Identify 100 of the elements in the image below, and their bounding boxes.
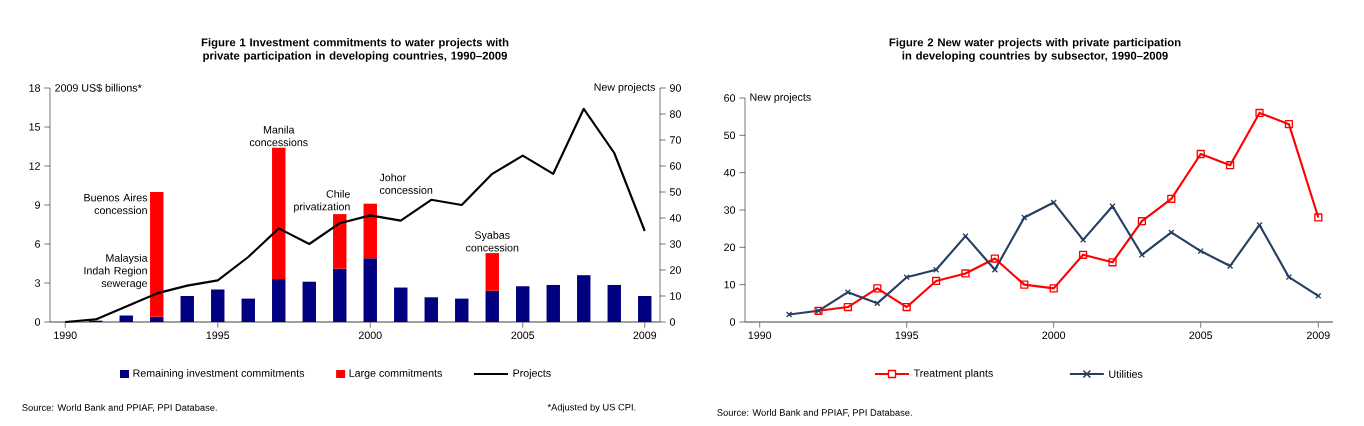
y-tick-label: 12 xyxy=(29,162,40,170)
point xyxy=(931,276,941,286)
bar xyxy=(516,286,530,322)
legend-label: Treatment plants xyxy=(913,369,993,379)
bar xyxy=(455,298,469,322)
bar xyxy=(546,284,560,322)
point xyxy=(1226,262,1234,270)
bar xyxy=(333,214,347,269)
point xyxy=(903,274,910,281)
point xyxy=(1020,280,1029,289)
source-note: Source: World Bank and PPIAF, PPI Database. xyxy=(22,404,217,412)
point xyxy=(1137,217,1147,226)
bar xyxy=(272,147,286,280)
bar xyxy=(180,296,194,322)
y-tick-label: 50 xyxy=(724,131,736,140)
x-tick-label: 1995 xyxy=(895,331,919,340)
point xyxy=(1314,213,1323,222)
annotation: Chile privatization xyxy=(294,189,350,213)
y-tick-label: 9 xyxy=(35,201,40,209)
bar xyxy=(119,315,133,322)
point xyxy=(991,266,999,273)
point xyxy=(1167,194,1176,203)
bar xyxy=(150,192,164,317)
bar xyxy=(211,289,225,322)
bar xyxy=(241,298,255,322)
y2-tick-label: 0 xyxy=(669,318,676,326)
y-axis-title: 2009 US$ billions* xyxy=(55,83,142,93)
bar xyxy=(272,279,286,322)
x-tick-label: 1995 xyxy=(206,331,230,340)
point xyxy=(1284,120,1294,129)
point xyxy=(785,311,793,318)
y-tick-label: 10 xyxy=(724,280,736,289)
point xyxy=(1021,214,1028,221)
annotation: Malaysia Indah Region sewerage xyxy=(84,253,148,290)
bar xyxy=(607,284,621,322)
point xyxy=(990,254,1000,263)
point xyxy=(873,284,882,293)
point xyxy=(1078,250,1088,259)
point xyxy=(1315,292,1322,299)
point xyxy=(1197,247,1204,255)
bar xyxy=(302,281,316,322)
y-tick-label: 20 xyxy=(724,243,736,252)
point xyxy=(1255,108,1264,118)
bar xyxy=(333,268,347,322)
y2-tick-label: 10 xyxy=(670,292,681,300)
x-tick-label: 2005 xyxy=(1189,331,1213,340)
bar xyxy=(577,275,591,322)
chart-title: Figure 1 Investment commitments to water projects with private participation in developing countries, 1990–2009 xyxy=(201,38,509,62)
point xyxy=(1108,258,1117,267)
bar xyxy=(638,296,652,322)
bar xyxy=(485,253,499,291)
annotation: Buenos Aires concession xyxy=(84,193,148,215)
y-tick-label: 40 xyxy=(723,168,736,177)
y-tick-label: 0 xyxy=(34,318,41,326)
point xyxy=(843,302,853,312)
x-tick-label: 2000 xyxy=(1042,331,1066,340)
bar xyxy=(394,287,408,322)
y-tick-label: 60 xyxy=(724,94,736,102)
x-tick-label: 2009 xyxy=(1306,331,1330,340)
bar xyxy=(424,297,438,322)
point xyxy=(1225,161,1235,170)
y2-axis-title: New projects xyxy=(594,83,655,93)
y-tick-label: 15 xyxy=(29,123,41,131)
bar xyxy=(363,258,377,322)
y2-tick-label: 40 xyxy=(669,214,681,222)
y-tick-label: 0 xyxy=(729,318,736,326)
x-tick-label: 2000 xyxy=(358,331,382,340)
text: *Adjusted by US CPI. xyxy=(547,403,636,413)
point xyxy=(902,302,911,312)
bar xyxy=(150,316,164,322)
y2-tick-label: 60 xyxy=(670,162,681,170)
point xyxy=(1256,221,1263,229)
y-tick-label: 6 xyxy=(35,240,41,248)
y2-tick-label: 50 xyxy=(669,188,681,196)
line-series xyxy=(64,107,646,324)
bar xyxy=(485,290,499,322)
y-tick-label: 30 xyxy=(724,206,736,214)
y2-tick-label: 90 xyxy=(670,84,681,92)
annotation: Syabas concession xyxy=(466,230,519,252)
source-note: Source: World Bank and PPIAF, PPI Database. xyxy=(717,409,912,417)
point xyxy=(962,233,969,240)
legend-label: Projects xyxy=(513,369,551,379)
point xyxy=(1109,203,1116,210)
bar xyxy=(363,203,377,259)
x-tick-label: 1990 xyxy=(54,331,77,340)
y2-tick-label: 20 xyxy=(670,266,681,274)
y2-tick-label: 30 xyxy=(669,240,681,248)
point xyxy=(932,266,940,273)
legend-label: Remaining investment commitments xyxy=(133,369,305,379)
annotation: Manila concessions xyxy=(249,125,308,147)
x-tick-label: 1990 xyxy=(748,331,772,340)
annotation: Johor concession xyxy=(379,173,433,194)
y-tick-label: 18 xyxy=(29,84,41,92)
y-axis-title: New projects xyxy=(750,93,811,103)
legend-label: Large commitments xyxy=(349,369,442,379)
point xyxy=(961,269,970,278)
point xyxy=(1196,149,1205,159)
x-tick-label: 2005 xyxy=(511,331,535,340)
point xyxy=(1138,251,1146,258)
y-tick-label: 3 xyxy=(34,279,41,287)
